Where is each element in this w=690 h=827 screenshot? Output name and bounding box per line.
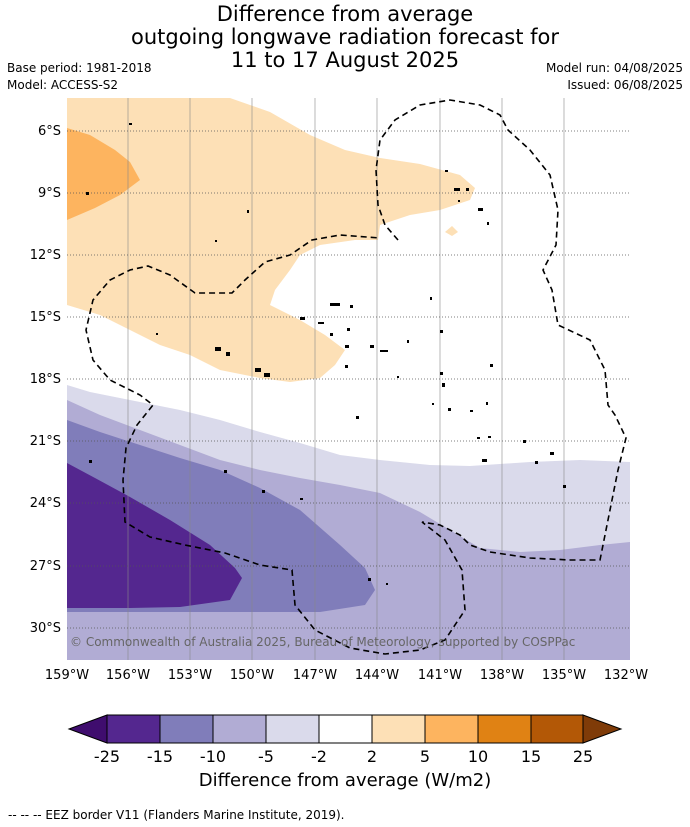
colorbar-cell [477,714,532,744]
lat-label: 12°S [30,248,61,263]
model-run-label: Model run: 04/08/2025 [545,61,683,75]
colorbar-tick: 10 [468,747,488,766]
colorbar-title: Difference from average (W/m2) [198,770,492,791]
model-label: Model: ACCESS-S2 [7,78,119,92]
lon-labels: 159°W 156°W 153°W 150°W 147°W 144°W 141°… [45,668,648,683]
colorbar-cell [212,714,267,744]
lon-label: 135°W [542,668,586,683]
lat-label: 24°S [30,496,61,511]
colorbar-cell [265,714,320,744]
lon-label: 141°W [418,668,462,683]
issued-label: Issued: 06/08/2025 [567,78,683,92]
anomaly-patch-plus2-small [445,226,458,236]
colorbar-cell [318,714,373,744]
colorbar-tick: -25 [94,747,120,766]
lon-label: 138°W [480,668,524,683]
colorbar-tick: 15 [521,747,541,766]
lat-label: 15°S [30,310,61,325]
colorbar-tick: -5 [258,747,274,766]
lon-label: 132°W [604,668,648,683]
colorbar-over-triangle [582,714,623,744]
colorbar-tick: -2 [311,747,327,766]
colorbar-cell [424,714,479,744]
colorbar-under-triangle [67,714,108,744]
lon-label: 156°W [106,668,150,683]
colorbar-cell [530,714,584,744]
colorbar-tick: -15 [147,747,173,766]
anomaly-band-plus2 [67,98,475,382]
eez-legend-text: -- -- -- EEZ border V11 (Flanders Marine… [8,808,345,822]
lon-label: 153°W [168,668,212,683]
colorbar-cell [159,714,214,744]
island-markers [86,123,566,585]
colorbar-tick: 2 [367,747,377,766]
lon-label: 147°W [293,668,337,683]
colorbar-cell [106,714,161,744]
lat-label: 6°S [38,124,61,139]
lat-label: 9°S [38,186,61,201]
lon-label: 159°W [45,668,89,683]
colorbar-ticks: -25 -15 -10 -5 -2 2 5 10 15 25 [94,747,593,766]
eez-border [85,99,627,655]
colorbar-tick: -10 [200,747,226,766]
copyright-text: © Commonwealth of Australia 2025, Bureau… [70,635,575,649]
lon-label: 150°W [230,668,274,683]
map-lat-gridlines [67,130,630,629]
lat-label: 30°S [30,621,61,636]
lat-label: 21°S [30,434,61,449]
title-line-2: outgoing longwave radiation forecast for [130,25,560,49]
lat-label: 27°S [30,559,61,574]
lat-labels: 6°S 9°S 12°S 15°S 18°S 21°S 24°S 27°S 30… [30,124,61,636]
lat-label: 18°S [30,372,61,387]
colorbar-cell [371,714,426,744]
title-line-3: 11 to 17 August 2025 [230,48,460,72]
base-period-label: Base period: 1981-2018 [7,61,152,75]
colorbar-tick: 5 [420,747,430,766]
anomaly-band-minus15 [67,463,242,608]
lon-label: 144°W [355,668,399,683]
anomaly-band-plus5 [67,128,140,220]
colorbar [67,714,623,744]
colorbar-tick: 25 [573,747,593,766]
title-line-1: Difference from average [216,2,474,26]
